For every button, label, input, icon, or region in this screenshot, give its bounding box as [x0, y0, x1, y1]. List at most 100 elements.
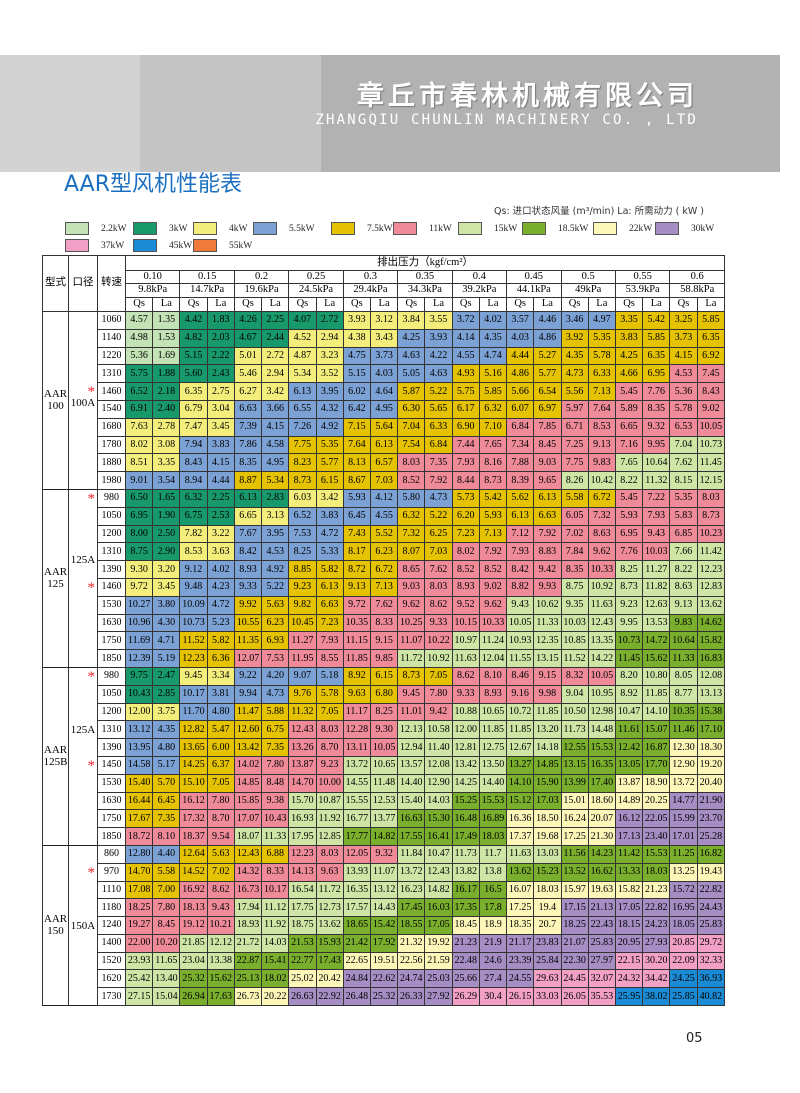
page-title: AAR型风机性能表 — [64, 172, 242, 197]
qs-cell: 5.56 — [560, 382, 589, 401]
qs-cell: 11.73 — [451, 844, 480, 864]
qs-cell: 5.05 — [397, 364, 426, 384]
qs-header: Qs — [233, 297, 263, 312]
la-cell: 4.40 — [152, 844, 181, 864]
star-mark: * — [87, 759, 96, 772]
qs-cell: 12.80 — [124, 844, 154, 864]
la-cell: 2.47 — [152, 666, 181, 686]
qs-header: Qs — [614, 297, 644, 312]
qs-cell: 16.54 — [288, 880, 317, 900]
qs-cell: 14.85 — [233, 773, 263, 793]
speed-cell: 1050 — [97, 506, 126, 526]
la-cell: 3.42 — [261, 382, 290, 401]
la-header: La — [424, 297, 453, 312]
la-cell: 8.43 — [696, 382, 726, 401]
la-cell: 14.85 — [533, 755, 562, 775]
la-cell: 10.58 — [424, 720, 453, 740]
la-cell: 9.63 — [315, 862, 344, 882]
la-cell: 1.90 — [152, 506, 181, 526]
la-cell: 9.03 — [533, 453, 562, 473]
la-cell: 9.42 — [533, 560, 562, 579]
qs-cell: 13.26 — [288, 738, 317, 757]
qs-cell: 13.95 — [124, 738, 154, 757]
qs-cell: 10.45 — [288, 613, 317, 633]
legend-label: 55kW — [229, 240, 253, 251]
la-cell: 1.88 — [152, 364, 181, 384]
la-cell: 7.13 — [478, 524, 508, 544]
qs-cell: 14.89 — [614, 791, 644, 811]
la-cell: 2.90 — [152, 542, 181, 562]
la-cell: 6.15 — [315, 471, 344, 490]
la-cell: 16.82 — [696, 844, 726, 864]
qs-cell: 25.02 — [288, 969, 317, 989]
la-cell: 20.42 — [315, 969, 344, 989]
la-cell: 7.35 — [152, 809, 181, 829]
la-cell: 7.13 — [369, 577, 399, 597]
table-row: 1520 23.93 11.65 23.04 13.38 22.87 15.41 22.77 1… — [43, 951, 726, 971]
qs-cell: 5.35 — [669, 488, 698, 508]
qs-cell: 10.27 — [124, 595, 154, 615]
la-cell: 11.33 — [261, 827, 290, 846]
la-header: La — [315, 297, 344, 312]
la-cell: 14.03 — [424, 791, 453, 811]
qs-cell: 8.43 — [179, 453, 208, 473]
qs-cell: 8.75 — [560, 577, 589, 597]
la-cell: 11.27 — [642, 560, 671, 579]
qs-cell: 21.85 — [179, 933, 208, 953]
qs-cell: 10.88 — [451, 702, 480, 722]
la-cell: 6.97 — [533, 399, 562, 419]
la-cell: 23.70 — [696, 809, 726, 829]
qs-cell: 21.53 — [288, 933, 317, 953]
qs-cell: 13.72 — [397, 862, 426, 882]
qs-cell: 7.32 — [397, 524, 426, 544]
la-cell: 17.03 — [533, 791, 562, 811]
qs-cell: 26.05 — [560, 987, 589, 1007]
qs-cell: 6.42 — [342, 399, 371, 419]
la-cell: 6.37 — [206, 755, 235, 775]
la-cell: 12.04 — [478, 649, 508, 668]
qs-cell: 9.43 — [506, 595, 535, 615]
qs-cell: 26.48 — [342, 987, 371, 1007]
la-cell: 8.53 — [587, 417, 616, 437]
col-speed-header: 转速 — [97, 255, 126, 312]
qs-cell: 19.27 — [124, 916, 154, 935]
qs-cell: 17.08 — [124, 880, 154, 900]
qs-cell: 8.02 — [451, 542, 480, 562]
qs-cell: 7.39 — [233, 417, 263, 437]
qs-cell: 22.15 — [614, 951, 644, 971]
la-cell: 5.78 — [587, 346, 616, 366]
qs-cell: 10.17 — [179, 684, 208, 704]
la-cell: 8.25 — [369, 702, 399, 722]
legend-item-3kw: 3kW — [133, 222, 187, 235]
star-mark: * — [87, 385, 96, 398]
speed-cell: 1750 — [97, 809, 126, 829]
qs-cell: 10.09 — [179, 595, 208, 615]
qs-cell: 22.09 — [669, 951, 698, 971]
la-cell: 17.05 — [424, 916, 453, 935]
table-row: 1750 17.67 7.35 17.32 8.70 17.07 10.43 16.93 11.… — [43, 809, 726, 829]
la-cell: 7.45 — [696, 364, 726, 384]
qs-cell: 14.13 — [288, 862, 317, 882]
table-row: 1390 9.30 3.20 9.12 4.02 8.93 4.92 8.85 5.82 8.72… — [43, 560, 726, 579]
model-group: AAR 125B 125A * * 980 9.75 2.47 9.45 3.34 9.22 4.20… — [42, 666, 726, 846]
table-row: 970 14.70 5.58 14.52 7.02 14.32 8.33 14.13 9.63 1… — [43, 862, 726, 882]
la-cell: 5.23 — [206, 613, 235, 633]
la-cell: 20.25 — [642, 791, 671, 811]
speed-cell: 1050 — [97, 684, 126, 704]
qs-cell: 15.01 — [560, 791, 589, 811]
qs-cell: 5.34 — [288, 364, 317, 384]
qs-cell: 17.57 — [342, 898, 371, 918]
la-cell: 15.38 — [696, 702, 726, 722]
legend-item-4kw: 4kW — [193, 222, 247, 235]
la-cell: 10.33 — [587, 560, 616, 579]
speed-cell: 1200 — [97, 702, 126, 722]
qs-cell: 10.72 — [506, 702, 535, 722]
qs-cell: 5.83 — [669, 506, 698, 526]
la-cell: 2.53 — [206, 506, 235, 526]
pressure-value: 0.15 — [179, 270, 235, 284]
diameter-cell: 125A * * — [68, 488, 98, 668]
la-cell: 9.54 — [206, 827, 235, 846]
qs-cell: 17.35 — [451, 898, 480, 918]
la-header: La — [206, 297, 235, 312]
la-cell: 17.40 — [587, 773, 616, 793]
